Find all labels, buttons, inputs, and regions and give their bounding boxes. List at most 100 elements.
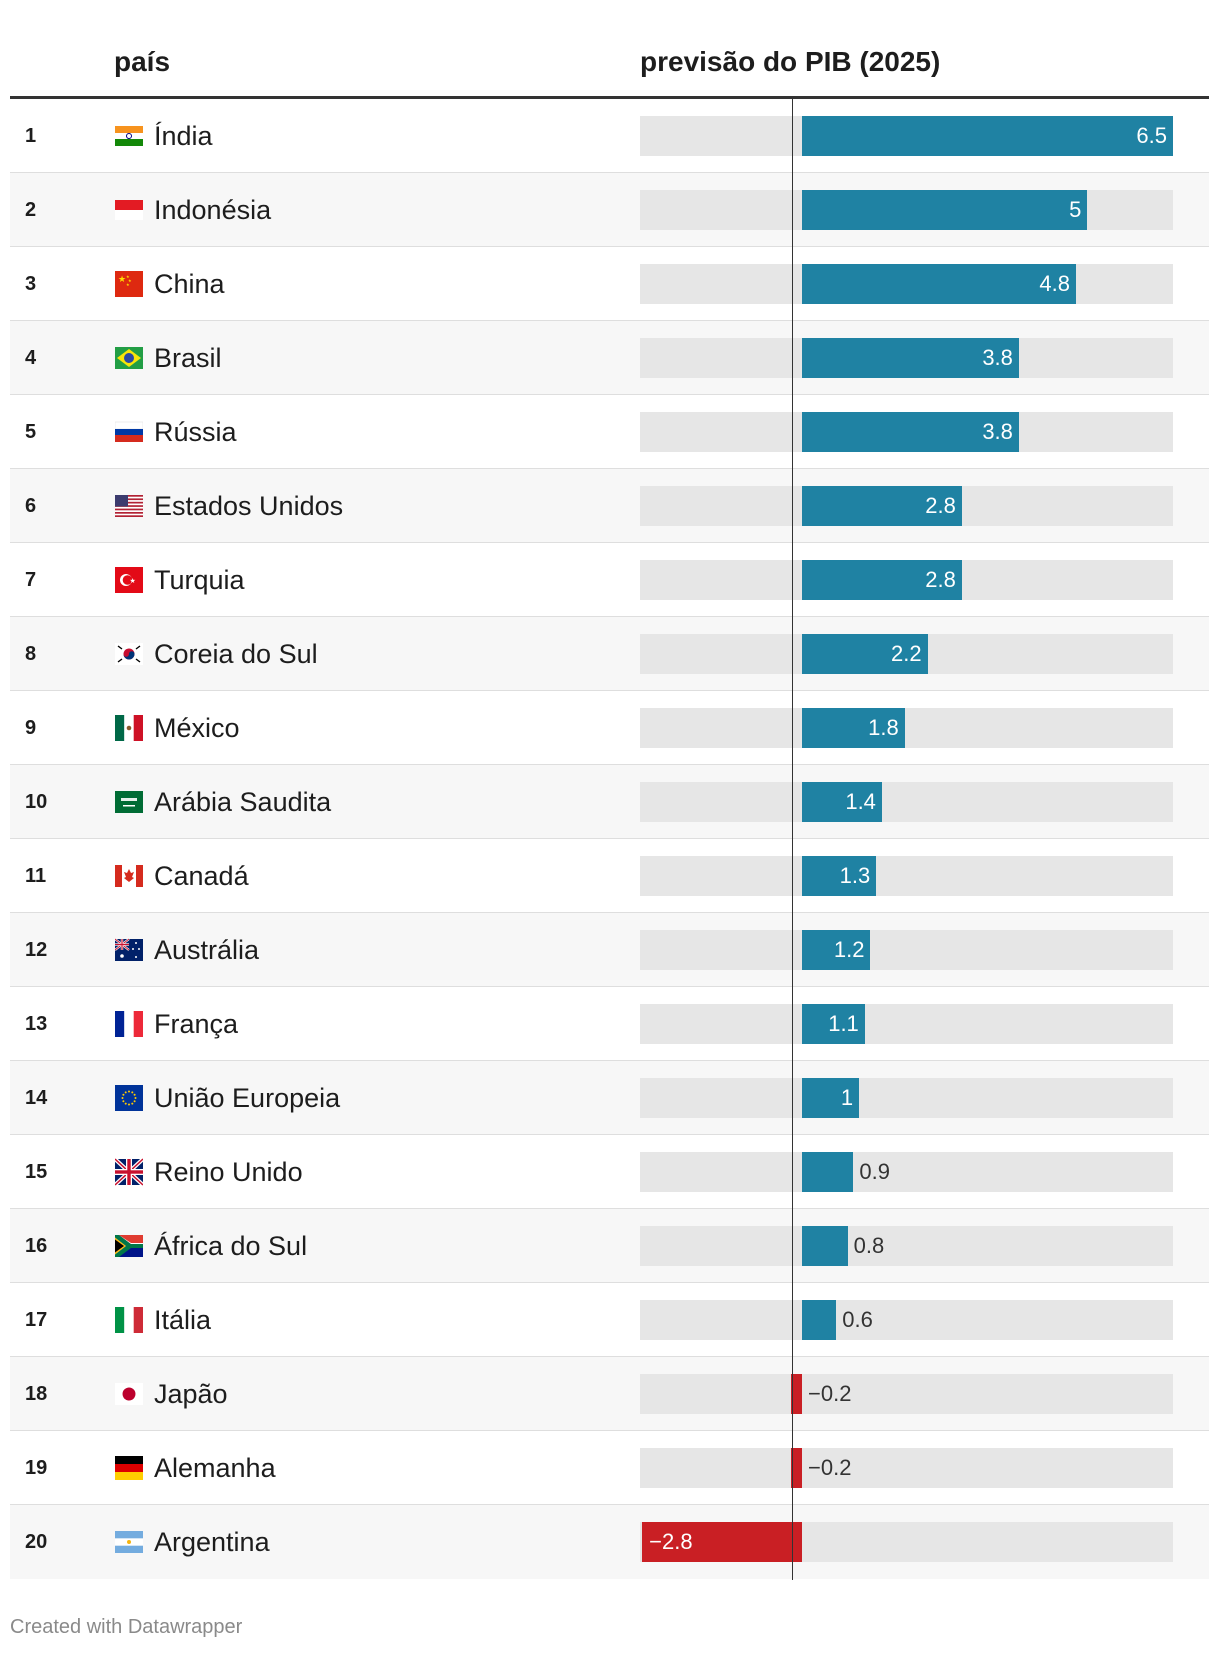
value-label: 3.8 (982, 345, 1013, 370)
table-row[interactable]: 3 ★ ★ ★ ★ China 4.8 (10, 247, 1209, 321)
bar-track: 5 (640, 190, 1173, 230)
bar-track: 3.8 (640, 338, 1173, 378)
value-label: 1.2 (833, 937, 865, 962)
rank-number: 15 (25, 1161, 48, 1183)
table-row[interactable]: 18 Japão −0.2 (10, 1357, 1209, 1431)
country-column-header[interactable]: país (114, 46, 171, 77)
svg-text:★: ★ (128, 278, 132, 283)
country-name-alemanha: Alemanha (154, 1453, 276, 1483)
table-row[interactable]: 12 Austrália 1.2 (10, 913, 1209, 987)
bar-track: 2.8 (640, 486, 1173, 526)
australia-flag-icon (115, 936, 143, 964)
usa-flag-icon (115, 492, 143, 520)
mexico-flag-icon (115, 714, 143, 742)
value-label: 2.8 (925, 567, 956, 592)
bar-track: 1.1 (640, 1004, 1173, 1044)
bar-track: 6.5 (640, 116, 1173, 156)
svg-text:★: ★ (130, 577, 136, 585)
country-name-india: Índia (154, 121, 213, 151)
bar-argentina (642, 1522, 802, 1562)
bar-australia (802, 930, 871, 970)
country-name-mexico: México (154, 713, 240, 743)
bar-track: −2.8 (640, 1522, 1173, 1562)
bar-track: 4.8 (640, 264, 1173, 304)
rank-number: 2 (25, 199, 37, 221)
bar-track: 1.2 (640, 930, 1173, 970)
bar-track: 1.8 (640, 708, 1173, 748)
table-row[interactable]: 5 Rússia 3.8 (10, 395, 1209, 469)
bar-arabia-saudita (802, 782, 882, 822)
value-label: 1.4 (845, 789, 876, 814)
bar-mexico (802, 708, 905, 748)
table-row[interactable]: 2 Indonésia 5 (10, 173, 1209, 247)
country-name-canada: Canadá (154, 861, 249, 891)
value-label: 1.8 (868, 715, 899, 740)
table-row[interactable]: 6 Estados Unidos 2.8 (10, 469, 1209, 543)
value-label: 2.8 (925, 493, 956, 518)
south-africa-flag-icon (115, 1232, 143, 1260)
south-korea-flag-icon (115, 640, 143, 668)
france-flag-icon (115, 1010, 143, 1038)
gdp-forecast-column-header[interactable]: previsão do PIB (2025) (640, 46, 941, 77)
table-row[interactable]: 16 África do Sul 0.8 (10, 1209, 1209, 1283)
bar-track: 2.8 (640, 560, 1173, 600)
rank-number: 10 (25, 791, 48, 813)
bar-indonesia (802, 190, 1088, 230)
country-name-china: China (154, 269, 225, 299)
value-label: −0.2 (808, 1455, 852, 1480)
bar-canada (802, 856, 877, 896)
japan-flag-icon (115, 1380, 143, 1408)
rank-number: 14 (25, 1087, 48, 1109)
bar-italia (802, 1300, 837, 1340)
country-name-brasil: Brasil (154, 343, 222, 373)
china-flag-icon: ★ ★ ★ ★ (115, 270, 143, 298)
bar-russia (802, 412, 1019, 452)
country-name-russia: Rússia (154, 417, 237, 447)
rank-number: 13 (25, 1013, 48, 1035)
italy-flag-icon (115, 1306, 143, 1334)
svg-text:★: ★ (126, 282, 130, 287)
table-row[interactable]: 15 Reino Unido 0.9 (10, 1135, 1209, 1209)
value-label: 4.8 (1039, 271, 1070, 296)
table-row[interactable]: 10 Arábia Saudita 1.4 (10, 765, 1209, 839)
table-row[interactable]: 1 Índia 6.5 (10, 99, 1209, 173)
value-label: 0.9 (859, 1159, 890, 1184)
datawrapper-credit[interactable]: Created with Datawrapper (10, 1616, 243, 1638)
russia-flag-icon (115, 418, 143, 446)
bar-estados-unidos (802, 486, 962, 526)
table-row[interactable]: 9 México 1.8 (10, 691, 1209, 765)
value-label: 5 (1069, 197, 1082, 222)
value-label: 3.8 (982, 419, 1013, 444)
bar-track: 1.4 (640, 782, 1173, 822)
table-row[interactable]: 4 Brasil 3.8 (10, 321, 1209, 395)
bar-alemanha (790, 1448, 802, 1488)
india-flag-icon (115, 122, 143, 150)
bar-track: −0.2 (640, 1448, 1173, 1488)
table-row[interactable]: 17 Itália 0.6 (10, 1283, 1209, 1357)
country-name-arabia-saudita: Arábia Saudita (154, 787, 332, 817)
country-name-franca: França (154, 1009, 239, 1039)
germany-flag-icon (115, 1454, 143, 1482)
value-label: 6.5 (1136, 123, 1167, 148)
bar-brasil (802, 338, 1019, 378)
country-name-uniao-europeia: União Europeia (154, 1083, 341, 1113)
table-row[interactable]: 20 Argentina −2.8 (10, 1505, 1209, 1579)
rank-number: 7 (25, 569, 37, 591)
rank-number: 8 (25, 643, 37, 665)
table-body: 1 Índia 6.5 2 Indonésia 5 3 ★ ★ ★ ★ China 4.8 4 Brasil… (10, 99, 1209, 1579)
rank-number: 12 (25, 939, 48, 961)
rank-number: 4 (25, 347, 37, 369)
bar-africa-do-sul (802, 1226, 848, 1266)
table-row[interactable]: 7 ★ Turquia 2.8 (10, 543, 1209, 617)
table-row[interactable]: 11 Canadá 1.3 (10, 839, 1209, 913)
rank-number: 18 (25, 1383, 48, 1405)
rank-number: 16 (25, 1235, 48, 1257)
country-name-italia: Itália (154, 1305, 212, 1335)
table-row[interactable]: 14 União Europeia 1 (10, 1061, 1209, 1135)
table-row[interactable]: 19 Alemanha −0.2 (10, 1431, 1209, 1505)
rank-number: 17 (25, 1309, 48, 1331)
bar-india (802, 116, 1173, 156)
bar-uniao-europeia (802, 1078, 860, 1118)
table-row[interactable]: 8 Coreia do Sul 2.2 (10, 617, 1209, 691)
table-row[interactable]: 13 França 1.1 (10, 987, 1209, 1061)
